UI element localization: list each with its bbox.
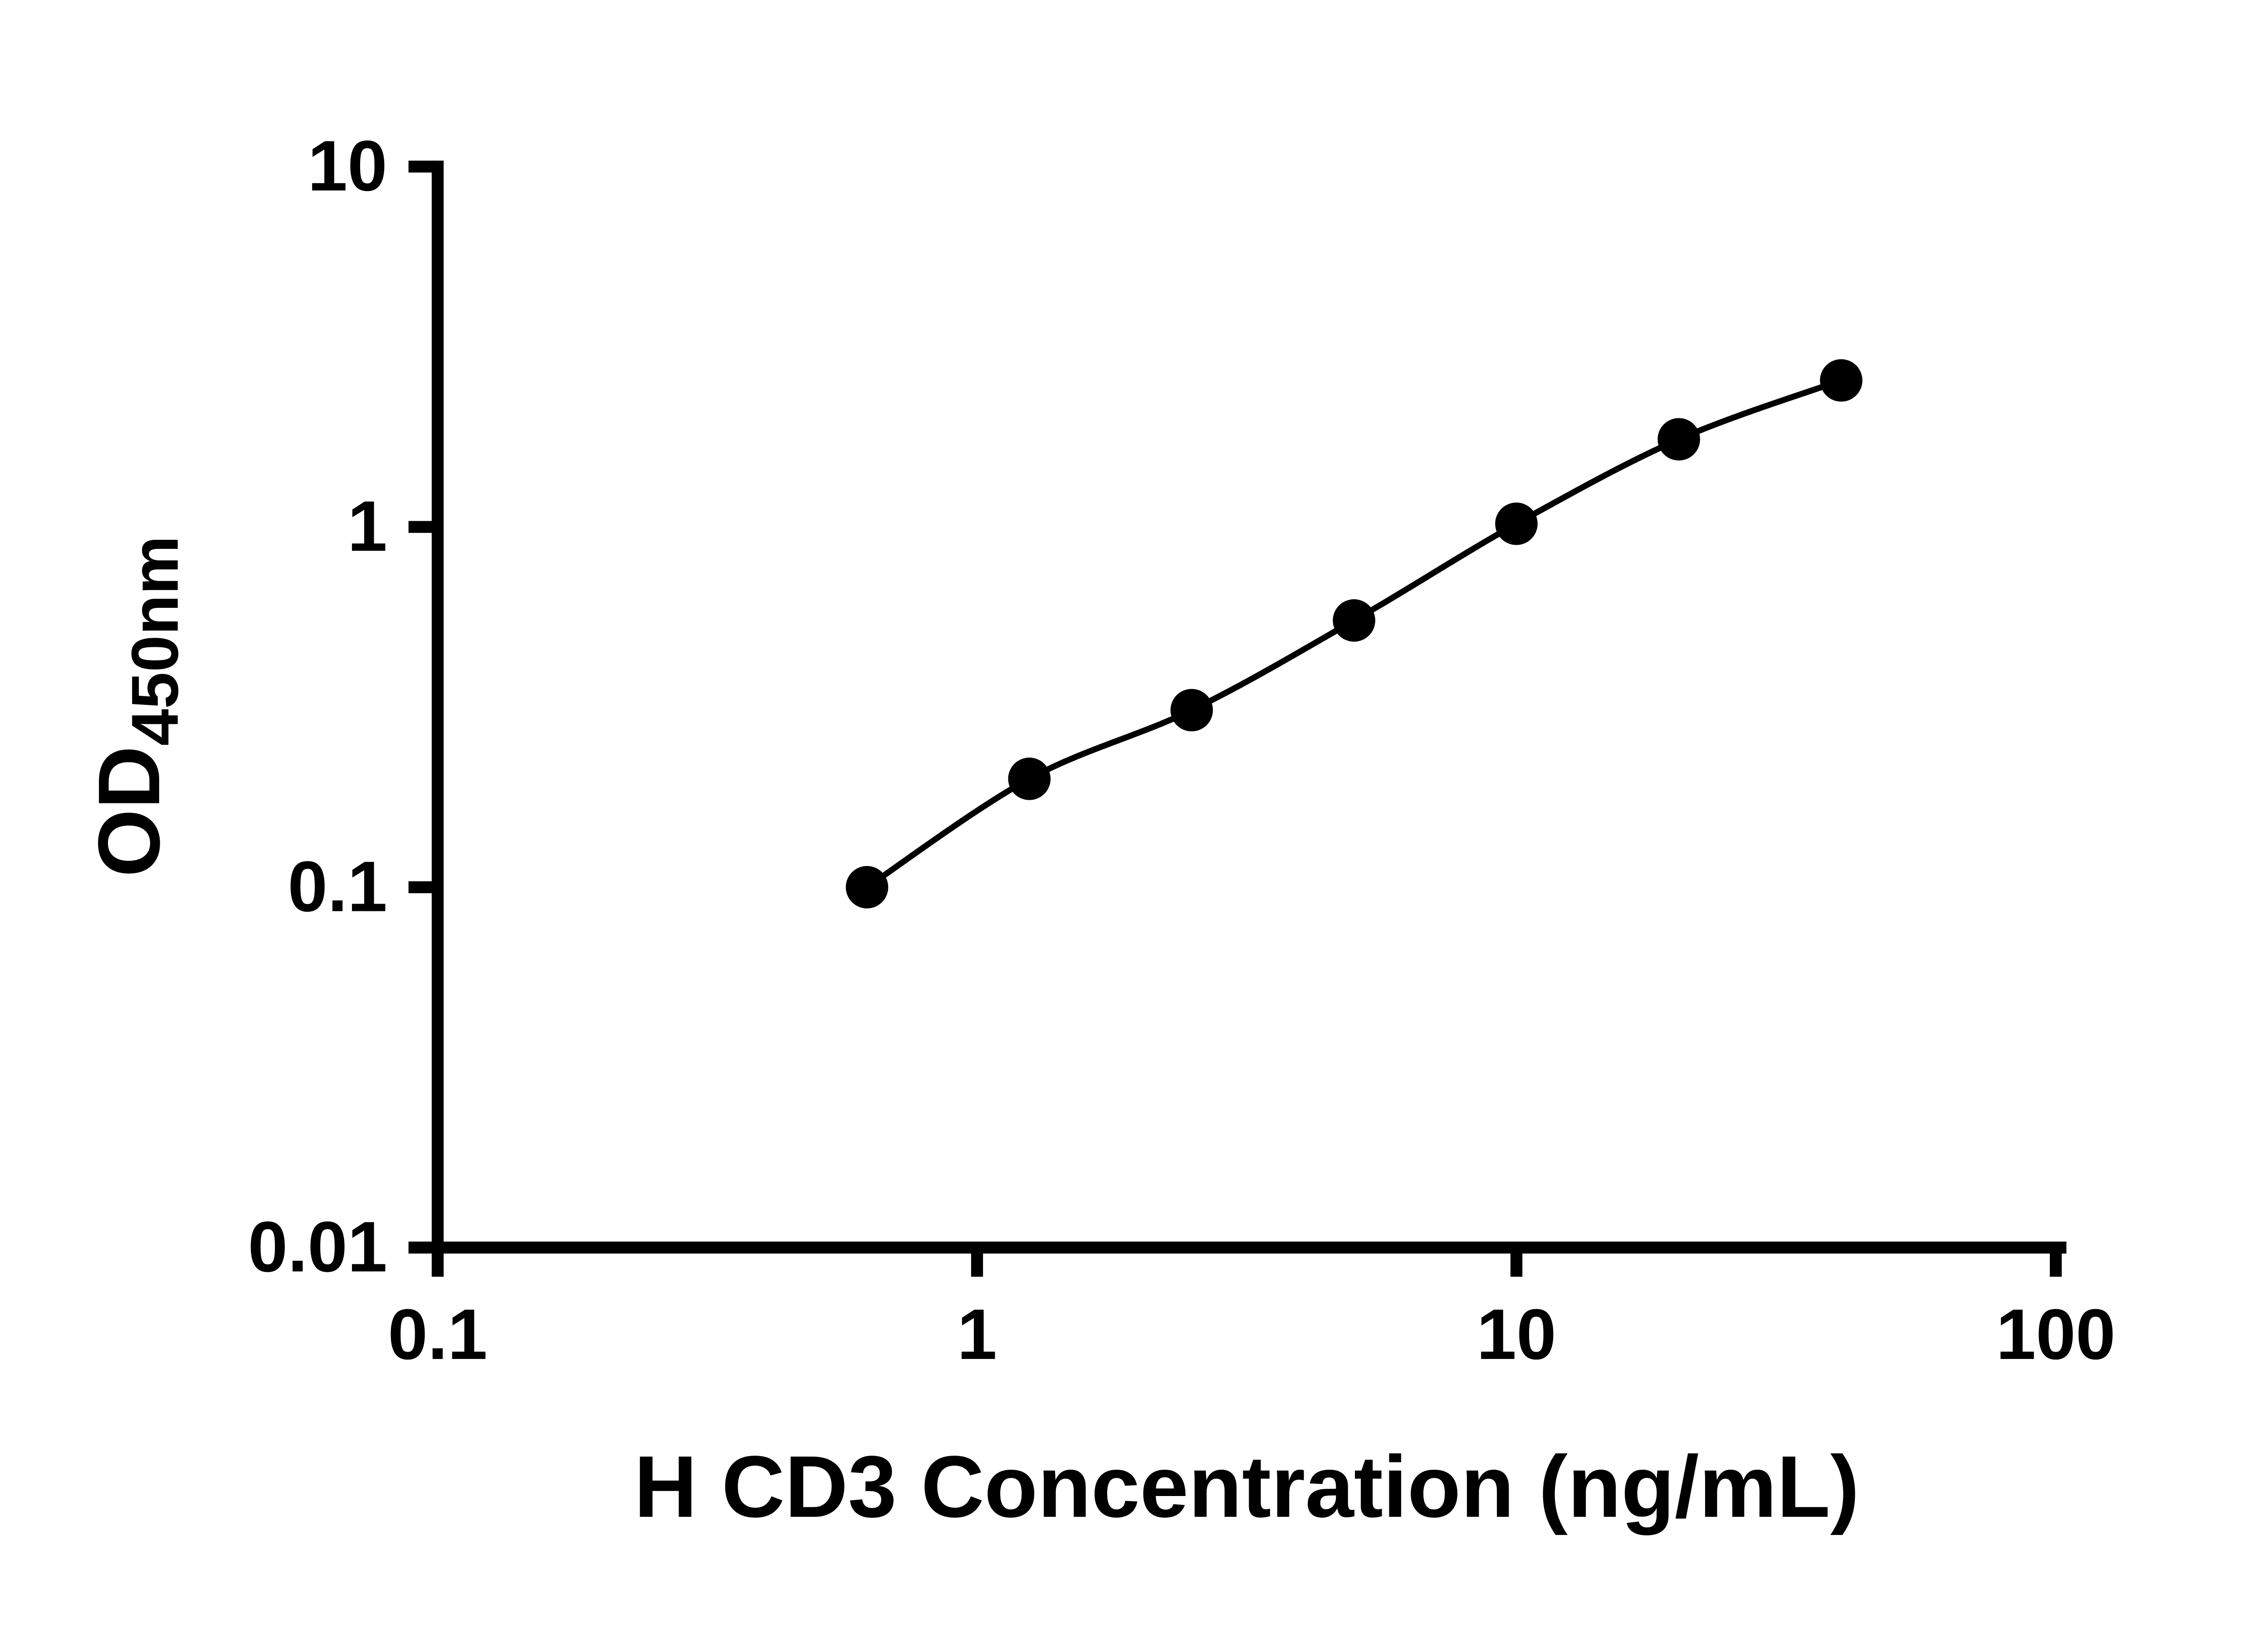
y-tick-label: 0.1 bbox=[288, 847, 387, 927]
x-tick-label: 1 bbox=[957, 1295, 997, 1374]
y-tick-label: 10 bbox=[308, 126, 387, 206]
data-point bbox=[1495, 502, 1538, 545]
data-point bbox=[1170, 689, 1213, 732]
y-tick-label: 1 bbox=[347, 486, 387, 566]
data-point bbox=[1657, 418, 1700, 461]
data-point bbox=[1333, 599, 1375, 642]
data-point bbox=[1820, 359, 1862, 402]
x-tick-label: 10 bbox=[1476, 1295, 1556, 1374]
y-axis-title: OD450nm bbox=[80, 536, 192, 877]
data-point bbox=[846, 866, 889, 909]
x-tick-label: 0.1 bbox=[388, 1295, 487, 1374]
data-point bbox=[1008, 758, 1051, 800]
y-tick-label: 0.01 bbox=[248, 1207, 387, 1287]
x-axis-title: H CD3 Concentration (ng/mL) bbox=[634, 1437, 1859, 1535]
x-tick-label: 100 bbox=[1996, 1295, 2115, 1374]
